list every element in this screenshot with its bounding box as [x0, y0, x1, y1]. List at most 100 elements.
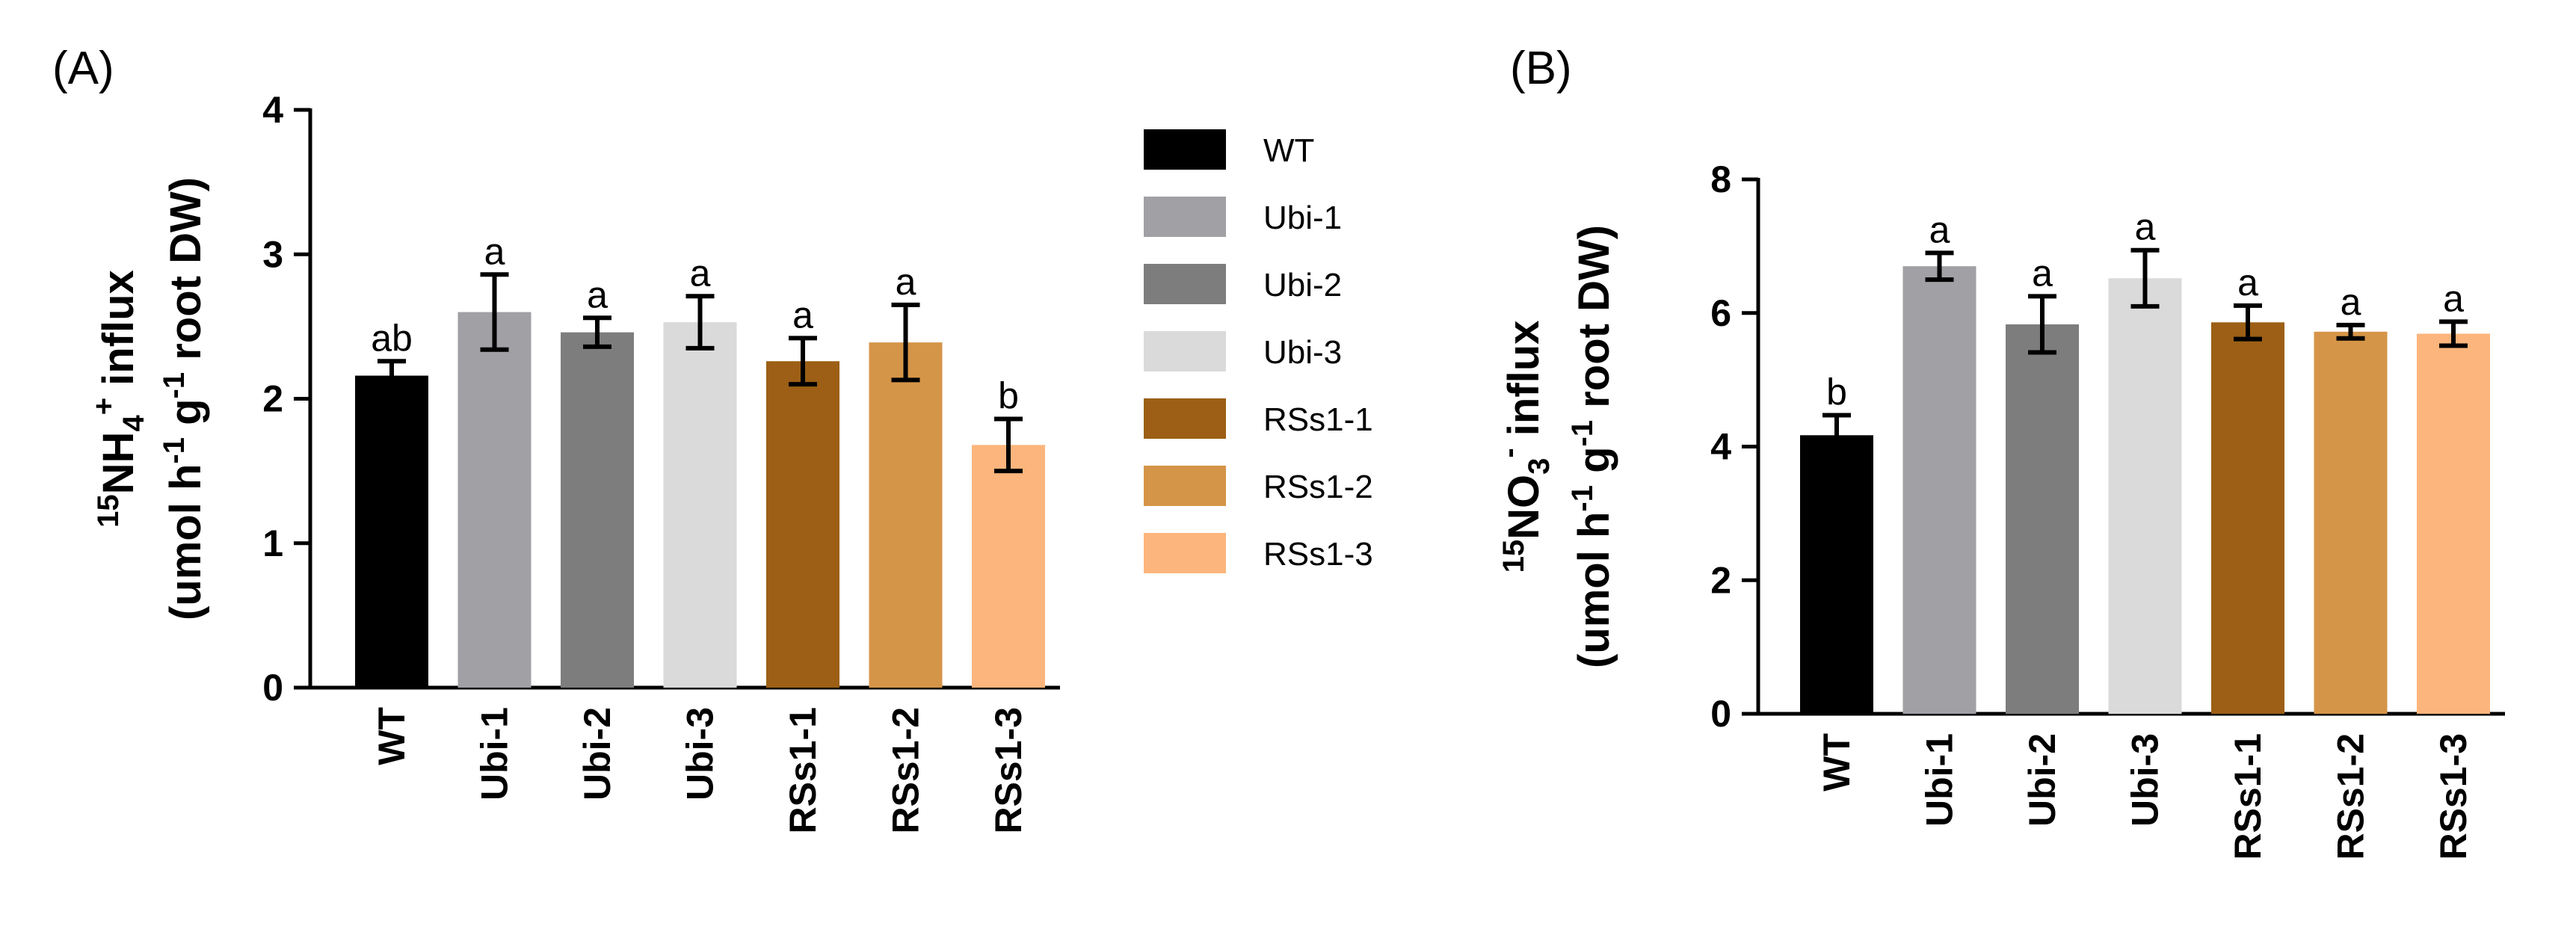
legend-swatch-rss1-1: [1144, 398, 1226, 439]
panel-a: (A) 15NH4+ influx(umol h-1 g-1 root DW) …: [52, 43, 1060, 834]
y-axis-label-line1: 15NH4+ influx: [87, 270, 150, 528]
bar-rss1-1: [2211, 322, 2284, 714]
category-label: RSs1-2: [2330, 733, 2372, 860]
significance-label: b: [1826, 371, 1847, 413]
y-axis-label-b: 15NO3- influx(umol h-1 g-1 root DW): [1493, 225, 1618, 668]
ylabel-ion: NO: [1500, 475, 1548, 540]
legend-swatch-rss1-2: [1144, 466, 1226, 506]
significance-label: a: [2135, 206, 2156, 248]
significance-label: a: [2237, 262, 2258, 303]
ylabel-exp-1: -1: [1566, 485, 1599, 512]
bar-ubi-2: [561, 332, 634, 688]
bar-rss1-2: [869, 342, 943, 688]
ylabel-isotope: 15: [1497, 540, 1530, 573]
y-tick-label: 0: [262, 667, 283, 709]
legend-label: RSs1-2: [1263, 469, 1373, 505]
legend-swatch-rss1-3: [1144, 533, 1226, 573]
significance-label: a: [2032, 252, 2053, 294]
panel-label-a: (A): [52, 43, 114, 94]
category-label: RSs1-1: [782, 707, 824, 834]
panel-b: (B) 15NO3- influx(umol h-1 g-1 root DW) …: [1493, 43, 2505, 860]
legend-label: WT: [1263, 132, 1314, 169]
ylabel-charge: +: [87, 398, 120, 415]
bar-ubi-1: [457, 312, 531, 688]
bar-ubi-2: [2006, 324, 2079, 715]
bar-ubi-1: [1902, 266, 1976, 714]
significance-label: a: [484, 230, 505, 272]
y-axis-label-a: 15NH4+ influx(umol h-1 g-1 root DW): [87, 177, 210, 620]
axes-a: 0 1 2 3 4: [262, 89, 1060, 709]
ylabel-influx: influx: [94, 270, 143, 398]
category-label: WT: [371, 707, 413, 765]
legend-label: RSs1-1: [1263, 401, 1373, 438]
significance-label: a: [690, 252, 711, 294]
legend-label: Ubi-3: [1263, 334, 1342, 371]
legend-label: Ubi-2: [1263, 267, 1342, 303]
significance-label: ab: [371, 317, 413, 359]
legend-label: Ubi-1: [1263, 200, 1342, 236]
ylabel-isotope: 15: [92, 494, 125, 528]
legend-label: RSs1-3: [1263, 536, 1373, 573]
ylabel-unit-a: (umol h: [161, 464, 210, 620]
ylabel-unit-c: root DW): [1570, 225, 1618, 420]
bar-ubi-3: [2108, 278, 2182, 714]
category-label: Ubi-1: [474, 707, 516, 801]
significance-label: b: [998, 375, 1019, 417]
y-tick-label: 4: [1710, 426, 1731, 468]
legend: WT Ubi-1 Ubi-2 Ubi-3 RSs1-1 RSs1-2 RSs1-3: [1144, 129, 1373, 573]
ylabel-charge: -: [1493, 448, 1526, 457]
significance-label: a: [792, 294, 813, 336]
bars-a: ab WT a Ubi-1 a Ubi-2 a Ubi-3 a RSs1-1 a RSs1-2 b RSs…: [355, 230, 1045, 834]
y-tick-label: 6: [1710, 292, 1731, 334]
category-label: Ubi-3: [2124, 733, 2166, 827]
ylabel-subscript: 4: [117, 415, 150, 432]
y-axis-label-line2: (umol h-1 g-1 root DW): [1566, 225, 1618, 668]
ylabel-exp-1: -1: [158, 437, 191, 464]
legend-swatch-ubi-3: [1144, 331, 1226, 371]
legend-swatch-ubi-1: [1144, 197, 1226, 237]
ylabel-subscript: 3: [1523, 458, 1556, 475]
ylabel-influx: influx: [1500, 321, 1548, 448]
category-label: RSs1-1: [2227, 733, 2269, 860]
category-label: RSs1-3: [2432, 733, 2474, 860]
category-label: RSs1-2: [885, 707, 927, 834]
y-tick-label: 1: [262, 522, 283, 564]
ylabel-unit-b: g: [1570, 446, 1618, 485]
bar-rss1-1: [766, 361, 839, 688]
legend-swatch-ubi-2: [1144, 264, 1226, 304]
category-label: RSs1-3: [987, 707, 1029, 834]
ylabel-exp-2: -1: [158, 372, 191, 399]
y-tick-label: 2: [1710, 559, 1731, 601]
category-label: Ubi-3: [680, 707, 721, 801]
bar-wt: [1800, 435, 1873, 714]
bar-rss1-3: [972, 445, 1045, 688]
category-label: Ubi-2: [576, 707, 618, 801]
significance-label: a: [2443, 277, 2464, 319]
category-label: WT: [1816, 733, 1858, 792]
y-tick-label: 2: [262, 378, 283, 420]
y-axis-label-line2: (umol h-1 g-1 root DW): [158, 177, 210, 620]
significance-label: a: [1929, 209, 1950, 250]
significance-label: a: [896, 261, 916, 303]
significance-label: a: [2341, 281, 2361, 323]
bar-rss1-2: [2314, 331, 2388, 714]
ylabel-unit-b: g: [161, 398, 210, 437]
ylabel-ion: NH: [94, 432, 143, 495]
significance-label: a: [587, 274, 608, 315]
y-tick-label: 8: [1710, 158, 1731, 200]
category-label: Ubi-2: [2021, 733, 2063, 827]
y-tick-label: 4: [262, 89, 283, 131]
ylabel-unit-a: (umol h: [1570, 512, 1618, 668]
bar-wt: [355, 375, 428, 688]
bars-b: b WT a Ubi-1 a Ubi-2 a Ubi-3 a RSs1-1 a RSs1-2 a RSs1…: [1800, 206, 2490, 860]
bar-ubi-3: [663, 322, 737, 688]
category-label: Ubi-1: [1919, 733, 1961, 827]
y-tick-label: 0: [1710, 693, 1731, 735]
y-axis-label-line1: 15NO3- influx: [1493, 321, 1556, 573]
panel-label-b: (B): [1510, 43, 1572, 94]
ylabel-exp-2: -1: [1566, 420, 1599, 447]
legend-swatch-wt: [1144, 129, 1226, 170]
y-tick-label: 3: [262, 233, 283, 275]
